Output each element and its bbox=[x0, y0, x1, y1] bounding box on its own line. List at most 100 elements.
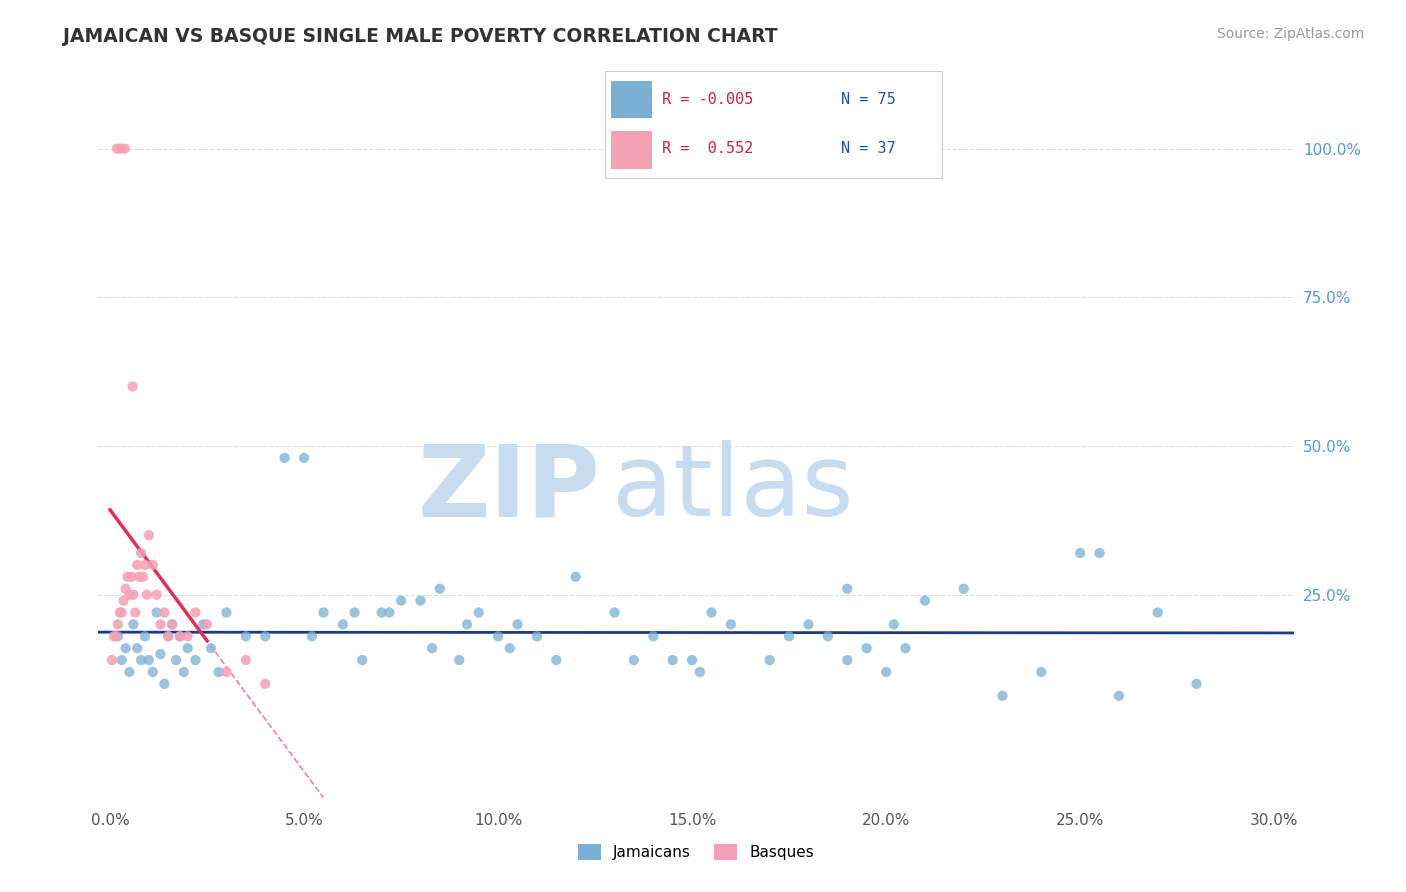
Point bbox=[273, 450, 295, 465]
Point bbox=[875, 665, 897, 679]
Point bbox=[129, 546, 152, 560]
Point bbox=[129, 653, 152, 667]
Text: Source: ZipAtlas.com: Source: ZipAtlas.com bbox=[1216, 27, 1364, 41]
Point bbox=[184, 653, 207, 667]
Point bbox=[160, 617, 183, 632]
Point bbox=[127, 558, 149, 572]
Point bbox=[120, 570, 142, 584]
Point bbox=[138, 528, 160, 542]
Point bbox=[837, 582, 859, 596]
Point bbox=[720, 617, 742, 632]
Point bbox=[700, 606, 723, 620]
Point bbox=[138, 653, 160, 667]
Point bbox=[112, 593, 135, 607]
Point bbox=[169, 629, 191, 643]
Point bbox=[681, 653, 703, 667]
Point bbox=[914, 593, 936, 607]
Point bbox=[176, 629, 198, 643]
Point bbox=[114, 142, 136, 156]
Point bbox=[107, 617, 129, 632]
Point bbox=[118, 588, 141, 602]
Point bbox=[1185, 677, 1208, 691]
Point bbox=[894, 641, 917, 656]
Point bbox=[108, 606, 131, 620]
Point bbox=[195, 617, 218, 632]
Point bbox=[1031, 665, 1053, 679]
Point bbox=[758, 653, 780, 667]
Text: N = 37: N = 37 bbox=[841, 141, 896, 156]
Point bbox=[235, 629, 257, 643]
Point bbox=[105, 142, 128, 156]
Point bbox=[153, 677, 176, 691]
Point bbox=[661, 653, 683, 667]
Point bbox=[176, 641, 198, 656]
Text: R =  0.552: R = 0.552 bbox=[662, 141, 754, 156]
Point bbox=[1146, 606, 1168, 620]
Point bbox=[292, 450, 315, 465]
Point bbox=[837, 653, 859, 667]
FancyBboxPatch shape bbox=[612, 131, 652, 169]
Point bbox=[254, 677, 277, 691]
Point bbox=[546, 653, 568, 667]
Point bbox=[110, 142, 132, 156]
Text: JAMAICAN VS BASQUE SINGLE MALE POVERTY CORRELATION CHART: JAMAICAN VS BASQUE SINGLE MALE POVERTY C… bbox=[63, 27, 778, 45]
Point bbox=[107, 629, 129, 643]
Point bbox=[200, 641, 222, 656]
Point bbox=[122, 588, 145, 602]
Point bbox=[1069, 546, 1091, 560]
Point bbox=[506, 617, 529, 632]
Point bbox=[499, 641, 522, 656]
Point bbox=[467, 606, 489, 620]
Point bbox=[184, 606, 207, 620]
Point bbox=[429, 582, 451, 596]
Point bbox=[312, 606, 335, 620]
Point bbox=[883, 617, 905, 632]
Point bbox=[160, 617, 183, 632]
Point bbox=[208, 665, 231, 679]
Text: N = 75: N = 75 bbox=[841, 92, 896, 107]
Point bbox=[643, 629, 665, 643]
Point bbox=[215, 606, 238, 620]
Point bbox=[449, 653, 471, 667]
Point bbox=[117, 570, 139, 584]
Point bbox=[142, 558, 165, 572]
Point bbox=[1088, 546, 1111, 560]
Point bbox=[111, 653, 134, 667]
Point bbox=[343, 606, 366, 620]
Point bbox=[149, 647, 172, 661]
Point bbox=[124, 606, 146, 620]
Point bbox=[135, 588, 157, 602]
Point bbox=[420, 641, 443, 656]
Point bbox=[389, 593, 412, 607]
Point bbox=[564, 570, 586, 584]
Point bbox=[991, 689, 1014, 703]
Text: atlas: atlas bbox=[613, 441, 853, 537]
Point bbox=[121, 379, 143, 393]
Point bbox=[101, 653, 124, 667]
Point bbox=[104, 629, 127, 643]
Point bbox=[778, 629, 800, 643]
Point bbox=[603, 606, 626, 620]
Point bbox=[193, 617, 215, 632]
Point bbox=[132, 570, 155, 584]
Point bbox=[127, 641, 149, 656]
Point bbox=[797, 617, 820, 632]
Point bbox=[128, 570, 150, 584]
Point bbox=[165, 653, 187, 667]
FancyBboxPatch shape bbox=[612, 81, 652, 119]
Point bbox=[486, 629, 509, 643]
Point bbox=[149, 617, 172, 632]
Point bbox=[456, 617, 478, 632]
Text: ZIP: ZIP bbox=[418, 441, 600, 537]
Point bbox=[114, 641, 136, 656]
Point bbox=[122, 617, 145, 632]
Point bbox=[817, 629, 839, 643]
Point bbox=[855, 641, 877, 656]
Legend: Jamaicans, Basques: Jamaicans, Basques bbox=[572, 838, 820, 866]
Point bbox=[215, 665, 238, 679]
Point bbox=[1108, 689, 1130, 703]
Point bbox=[352, 653, 374, 667]
Point bbox=[114, 582, 136, 596]
Point bbox=[254, 629, 277, 643]
Point bbox=[301, 629, 323, 643]
